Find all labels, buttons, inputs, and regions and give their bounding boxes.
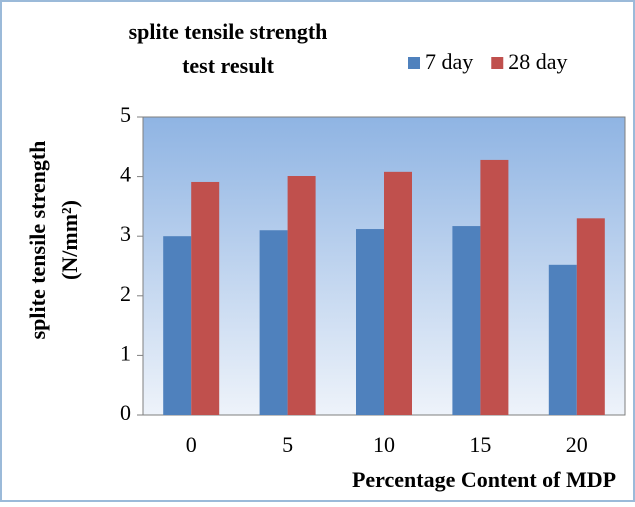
x-tick-label: 20: [566, 432, 588, 457]
bar: [384, 171, 412, 415]
y-tick-label: 4: [120, 162, 131, 187]
legend-label: 7 day: [425, 49, 473, 74]
legend-swatch: [491, 57, 504, 69]
bar: [191, 181, 220, 415]
y-tick-label: 3: [120, 221, 131, 246]
x-tick-label: 10: [373, 432, 395, 457]
x-tick-label: 5: [282, 432, 293, 457]
legend-label: 28 day: [508, 49, 567, 74]
chart-title: test result: [182, 53, 275, 78]
bar: [548, 264, 577, 415]
y-tick-label: 2: [120, 281, 131, 306]
y-tick-label: 5: [120, 102, 131, 127]
bar: [452, 226, 481, 415]
bar: [356, 229, 384, 415]
x-tick-label: 15: [469, 432, 491, 457]
chart-title: splite tensile strength: [129, 19, 328, 44]
y-tick-label: 0: [120, 400, 131, 425]
bar: [480, 159, 509, 415]
y-axis-label: (N/mm²): [57, 200, 82, 280]
y-tick-label: 1: [120, 340, 131, 365]
bar: [259, 230, 288, 415]
bar: [163, 236, 192, 415]
bar: [287, 176, 316, 415]
x-tick-label: 0: [186, 432, 197, 457]
y-axis-label: splite tensile strength: [25, 141, 50, 340]
x-axis-label: Percentage Content of MDP: [352, 467, 616, 492]
bar: [576, 218, 605, 415]
legend-swatch: [408, 57, 420, 69]
